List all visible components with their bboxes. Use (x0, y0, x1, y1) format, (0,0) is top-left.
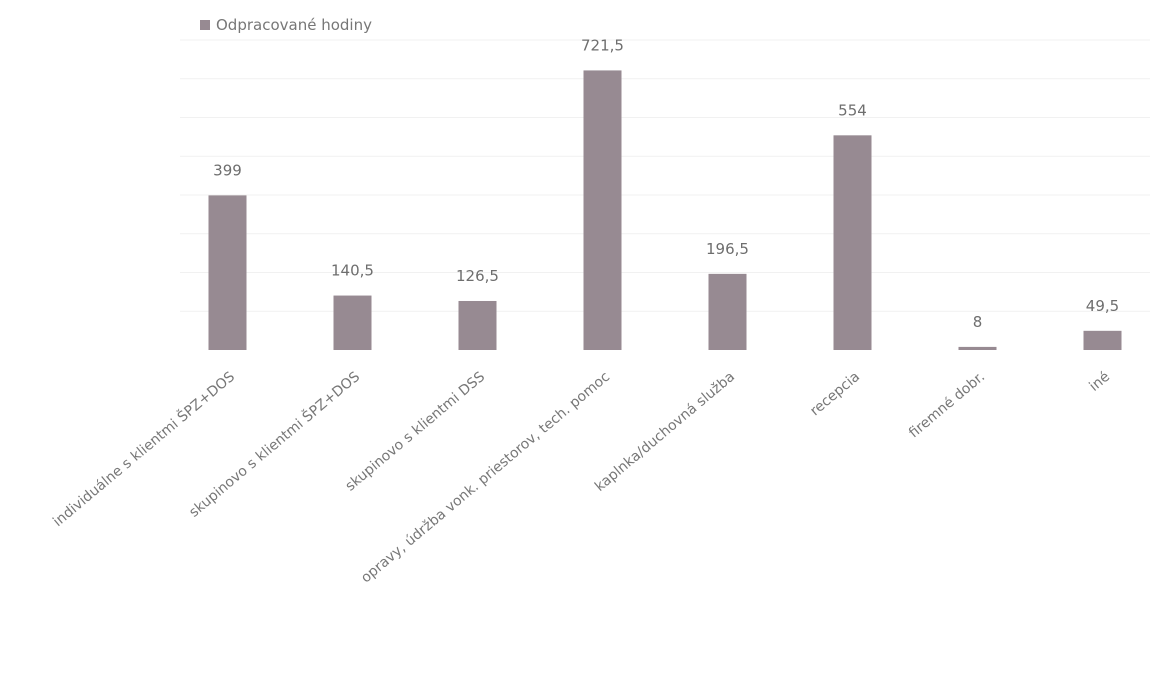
bar (458, 300, 497, 350)
bar-value-label: 140,5 (331, 262, 374, 280)
value-labels: 399 140,5 126,5 721,5 196,5 554 8 49,5 (213, 36, 1119, 330)
bar (833, 135, 872, 350)
gridlines (180, 39, 1150, 312)
category-label: opravy, údržba vonk. priestorov, tech. p… (358, 369, 613, 587)
bar (958, 346, 997, 350)
bars (208, 70, 1122, 350)
bar-value-label: 196,5 (706, 240, 749, 258)
category-label: iné (1086, 369, 1113, 395)
category-label: skupinovo s klientmi DSS (343, 369, 489, 495)
category-label: recepcia (807, 369, 863, 419)
legend-label: Odpracované hodiny (216, 16, 372, 34)
bar (1083, 330, 1122, 350)
bar (333, 295, 372, 350)
legend: Odpracované hodiny (200, 16, 372, 34)
bar-value-label: 126,5 (456, 267, 499, 285)
bar (583, 70, 622, 350)
bar (208, 195, 247, 350)
bar-value-label: 399 (213, 161, 242, 179)
category-label: firemné dobr. (906, 369, 988, 441)
bar (708, 273, 747, 350)
bar-value-label: 721,5 (581, 36, 624, 54)
category-label: kaplnka/duchovná služba (592, 369, 738, 495)
bar-value-label: 8 (973, 313, 983, 331)
bar-value-label: 49,5 (1086, 297, 1119, 315)
category-labels: individuálne s klientmi ŠPZ+DOSskupinovo… (49, 367, 1113, 586)
bar-value-label: 554 (838, 101, 867, 119)
legend-swatch (200, 20, 210, 30)
